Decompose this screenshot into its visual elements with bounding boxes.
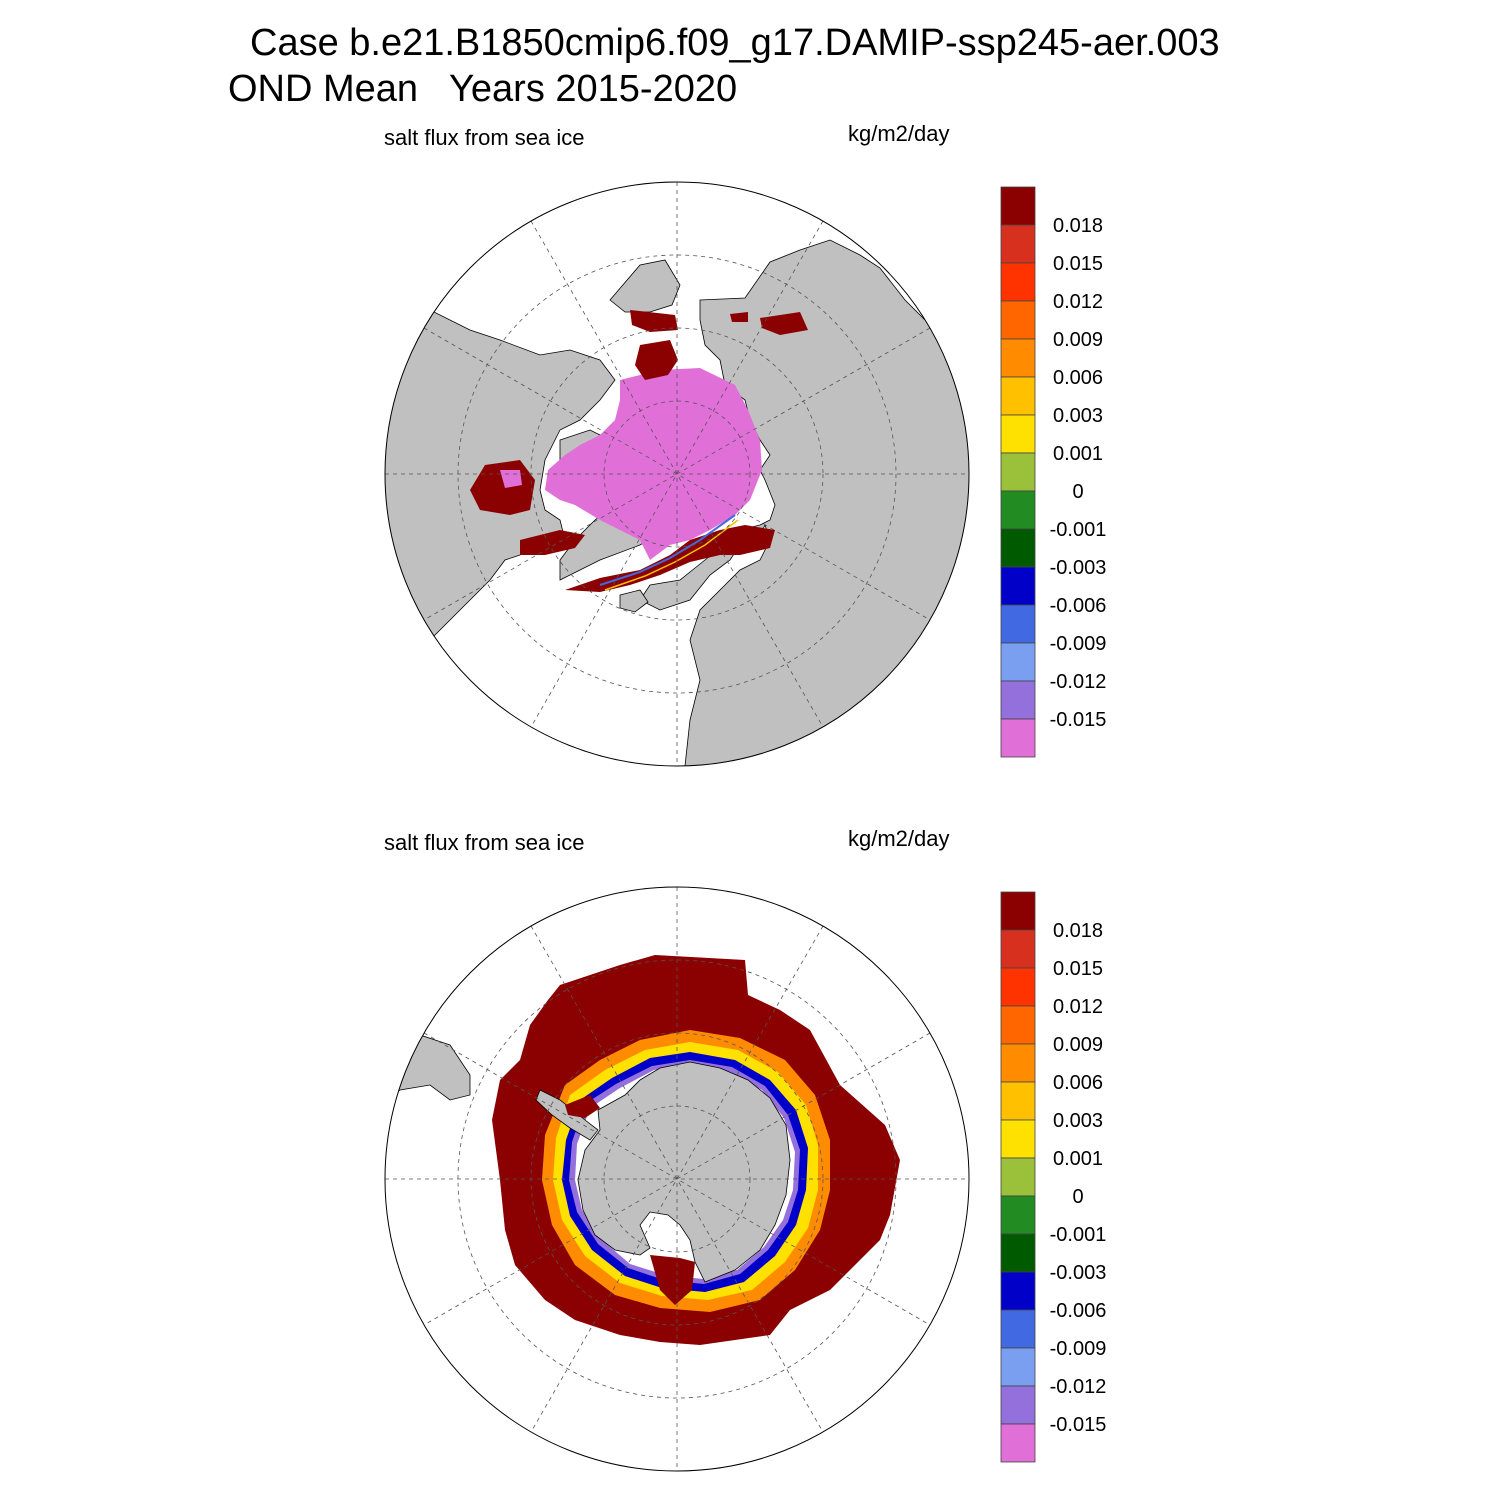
south-colorbar-swatch	[1000, 1157, 1036, 1197]
north-field-arctic-basin	[545, 368, 762, 560]
south-colorbar-swatch	[1000, 1271, 1036, 1311]
north-colorbar-tick-label: 0	[1072, 481, 1083, 503]
north-colorbar-tick-label: 0.003	[1053, 405, 1103, 427]
north-colorbar-swatch	[1000, 262, 1036, 302]
south-colorbar-swatch	[1000, 1309, 1036, 1349]
north-colorbar-swatch	[1000, 300, 1036, 340]
north-colorbar-swatch	[1000, 490, 1036, 530]
south-colorbar-tick-label: 0.001	[1053, 1148, 1103, 1170]
south-colorbar-swatch	[1000, 929, 1036, 969]
south-colorbar-tick-label: 0.018	[1053, 920, 1103, 942]
south-graticule	[385, 887, 969, 1471]
north-colorbar-swatch	[1000, 186, 1036, 226]
north-graticule	[385, 182, 969, 766]
south-colorbar-tick-label: -0.012	[1050, 1376, 1107, 1398]
south-colorbar-tick-label: 0	[1072, 1186, 1083, 1208]
north-land-chukotka	[609, 259, 681, 313]
north-colorbar-tick-label: -0.009	[1050, 633, 1107, 655]
south-colorbar-swatch	[1000, 1347, 1036, 1387]
south-colorbar-tick-label: 0.009	[1053, 1034, 1103, 1056]
north-colorbar-swatch	[1000, 452, 1036, 492]
south-colorbar-tick-label: -0.015	[1050, 1414, 1107, 1436]
north-colorbar-tick-label: -0.001	[1050, 519, 1107, 541]
north-polar-map	[384, 181, 970, 767]
north-colorbar-swatch	[1000, 414, 1036, 454]
north-colorbar-tick-label: -0.012	[1050, 671, 1107, 693]
south-colorbar-swatch	[1000, 967, 1036, 1007]
north-colorbar-tick-label: 0.006	[1053, 367, 1103, 389]
south-polar-map	[384, 886, 970, 1472]
north-field-ice-edge-band-2	[604, 519, 739, 591]
north-variable-label: salt flux from sea ice	[384, 125, 585, 150]
case-title: Case b.e21.B1850cmip6.f09_g17.DAMIP-ssp2…	[250, 22, 1220, 64]
north-colorbar-tick-label: 0.012	[1053, 291, 1103, 313]
south-land-antarctica	[577, 1061, 791, 1283]
south-colorbar-tick-label: 0.003	[1053, 1110, 1103, 1132]
north-land-iceland	[619, 589, 649, 613]
north-field-chukchi	[635, 340, 678, 380]
south-colorbar-tick-label: -0.009	[1050, 1338, 1107, 1360]
north-field-bering	[630, 310, 678, 332]
south-colorbar-tick-label: 0.012	[1053, 996, 1103, 1018]
north-colorbar-swatch	[1000, 642, 1036, 682]
north-field-ice-edge-band	[599, 514, 736, 586]
north-colorbar-swatch	[1000, 338, 1036, 378]
south-colorbar-swatch	[1000, 1119, 1036, 1159]
south-colorbar-swatch	[1000, 1043, 1036, 1083]
south-colorbar-tick-label: 0.006	[1053, 1072, 1103, 1094]
north-colorbar-swatch	[1000, 528, 1036, 568]
south-colorbar-tick-label: -0.003	[1050, 1262, 1107, 1284]
north-colorbar-tick-label: 0.015	[1053, 253, 1103, 275]
north-colorbar-swatch	[1000, 680, 1036, 720]
north-colorbar-swatch	[1000, 376, 1036, 416]
south-field-ross-sea	[650, 1255, 695, 1305]
south-colorbar-swatch	[1000, 1423, 1036, 1463]
south-colorbar: 0.018 0.015 0.012 0.009 0.006 0.003 0.001 0 -0.0…	[1000, 891, 1107, 1463]
north-colorbar: 0.018 0.015 0.012 0.009 0.006 0.003 0.001 0 -0.0…	[1000, 186, 1107, 758]
south-colorbar-swatch	[1000, 1195, 1036, 1235]
south-colorbar-tick-label: 0.015	[1053, 958, 1103, 980]
south-colorbar-tick-label: -0.006	[1050, 1300, 1107, 1322]
north-field-okhotsk	[760, 312, 808, 335]
north-colorbar-swatch	[1000, 224, 1036, 264]
north-colorbar-tick-label: -0.015	[1050, 709, 1107, 731]
south-colorbar-swatch	[1000, 1233, 1036, 1273]
south-colorbar-swatch	[1000, 1385, 1036, 1425]
north-colorbar-tick-label: -0.006	[1050, 595, 1107, 617]
south-variable-label: salt flux from sea ice	[384, 830, 585, 855]
north-colorbar-tick-label: 0.009	[1053, 329, 1103, 351]
north-map-border	[384, 181, 970, 767]
south-field-weddell	[565, 1095, 600, 1118]
north-field-hudson-bay-inner	[500, 470, 522, 488]
north-colorbar-tick-label: 0.001	[1053, 443, 1103, 465]
north-units-label: kg/m2/day	[848, 121, 950, 146]
north-colorbar-tick-label: -0.003	[1050, 557, 1107, 579]
north-field-okhotsk-2	[730, 312, 748, 322]
south-units-label: kg/m2/day	[848, 826, 950, 851]
north-colorbar-swatch	[1000, 604, 1036, 644]
south-colorbar-swatch	[1000, 1005, 1036, 1045]
south-colorbar-tick-label: -0.001	[1050, 1224, 1107, 1246]
north-colorbar-swatch	[1000, 718, 1036, 758]
south-map-border	[384, 886, 970, 1472]
north-colorbar-swatch	[1000, 566, 1036, 606]
north-colorbar-tick-label: 0.018	[1053, 215, 1103, 237]
south-colorbar-swatch	[1000, 891, 1036, 931]
period-title: OND Mean Years 2015-2020	[228, 68, 738, 110]
south-colorbar-swatch	[1000, 1081, 1036, 1121]
